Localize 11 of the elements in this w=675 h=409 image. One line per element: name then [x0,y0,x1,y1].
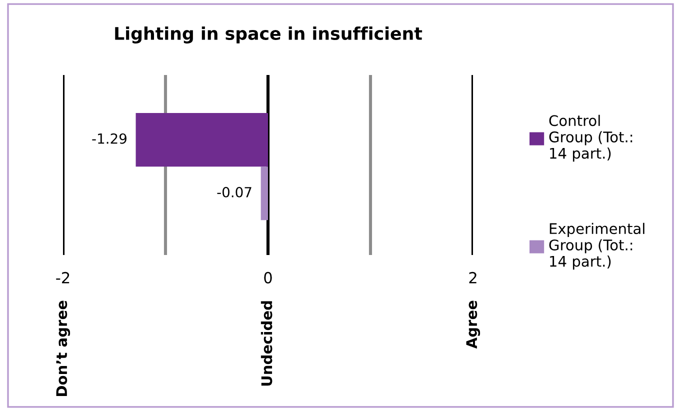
x-tick-label: 2 [469,272,476,284]
text: Don’t agree [56,300,70,396]
data-label: -0.07 [217,186,252,198]
chart-title: Lighting in space in insufficient [115,26,422,44]
legend-label: Experimental Group (Tot.: 14 part.) [549,222,644,270]
data-label: -1.29 [92,133,126,144]
x-tick-label: -2 [56,272,70,284]
legend-label: Control Group (Tot.: 14 part.) [549,114,632,162]
text: Undecided [260,301,272,386]
text: Agree [466,300,480,349]
x-tick-label: 0 [264,272,272,284]
